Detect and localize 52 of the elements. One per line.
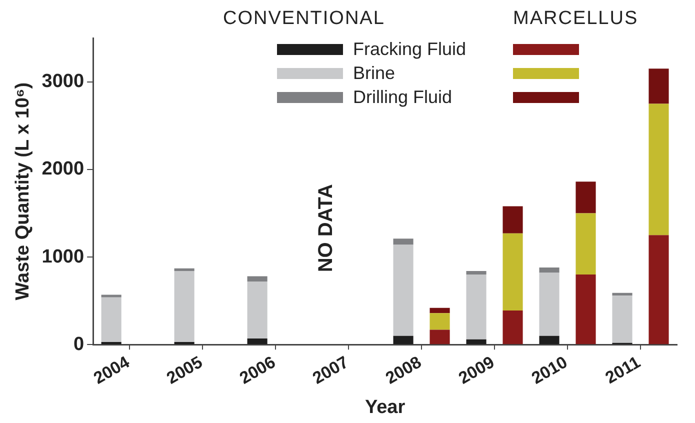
- x-tick-label: 2011: [602, 352, 644, 388]
- bar: [576, 213, 596, 275]
- bar: [101, 294, 122, 298]
- x-axis-title: Year: [364, 396, 406, 418]
- bar: [539, 272, 560, 336]
- bar: [430, 308, 450, 314]
- bar: [174, 342, 194, 344]
- bar: [612, 292, 632, 296]
- bar: [393, 238, 414, 245]
- bar: [247, 338, 268, 344]
- y-tick-label: 2000: [42, 158, 84, 180]
- x-tick-label: 2005: [163, 352, 206, 388]
- bar: [576, 274, 596, 344]
- bar: [247, 276, 268, 282]
- bar: [539, 268, 560, 273]
- text: CONVENTIONAL: [223, 8, 385, 30]
- bar: [101, 297, 122, 342]
- y-tick-label: 3000: [42, 71, 84, 92]
- bar: [247, 282, 268, 338]
- x-tick-label: 2004: [90, 352, 134, 388]
- bar: [466, 271, 486, 275]
- y-axis-title: Waste Quantity (L x 10⁶): [12, 82, 34, 300]
- bar: [648, 104, 669, 236]
- x-tick-label: 2008: [382, 352, 425, 388]
- bar: [174, 271, 194, 342]
- bar: [576, 182, 596, 214]
- bar: [502, 206, 523, 234]
- bar: [502, 310, 523, 344]
- x-tick-label: 2007: [309, 352, 352, 388]
- bar: [393, 244, 414, 336]
- bar: [466, 274, 486, 340]
- y-tick-label: 0: [73, 334, 84, 355]
- bar: [648, 68, 669, 104]
- annotation: NO DATA: [315, 184, 338, 272]
- bar: [174, 268, 194, 272]
- bar: [648, 235, 669, 344]
- bar: [393, 336, 414, 344]
- legend-label: Brine: [352, 62, 396, 84]
- legend-label: Drilling Fluid: [352, 86, 454, 108]
- bar: [430, 330, 450, 344]
- bar: [101, 342, 122, 344]
- bar: [612, 296, 632, 343]
- legend-label: Fracking Fluid: [352, 38, 468, 60]
- x-tick-label: 2009: [455, 352, 498, 388]
- x-tick-label: 2006: [236, 352, 279, 388]
- text: MARCELLUS: [513, 8, 638, 30]
- bar: [502, 233, 523, 310]
- bar: [430, 313, 450, 330]
- bar: [539, 336, 560, 344]
- bar: [466, 339, 486, 344]
- x-tick-label: 2010: [528, 352, 571, 388]
- y-tick-label: 1000: [42, 246, 84, 268]
